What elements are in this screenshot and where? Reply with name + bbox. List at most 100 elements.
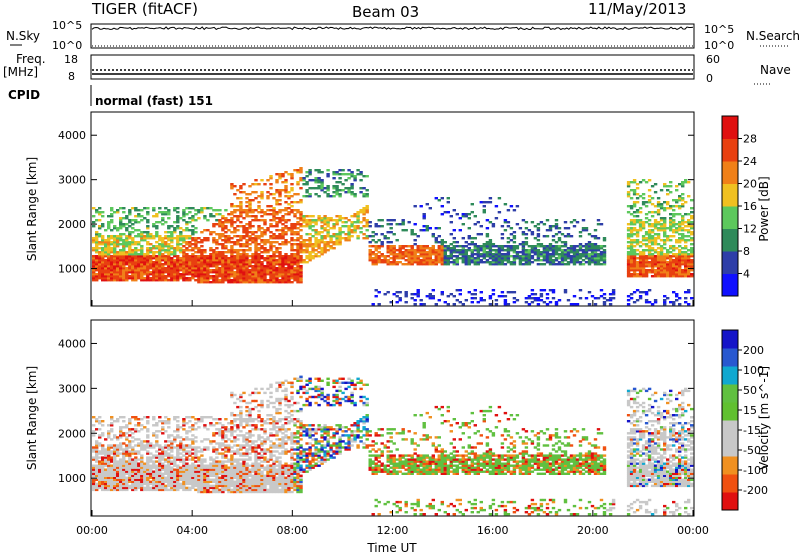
power-cell [260, 271, 264, 274]
velocity-cell [194, 480, 198, 483]
velocity-cell [122, 434, 126, 437]
power-cell [678, 221, 682, 224]
power-cell [503, 303, 508, 306]
velocity-cell [98, 480, 102, 483]
power-cell [690, 243, 694, 246]
velocity-cell [191, 442, 195, 445]
power-cell [392, 257, 396, 260]
velocity-cell [131, 484, 135, 488]
power-cell [98, 267, 102, 270]
power-cell [687, 255, 691, 258]
power-cell [527, 263, 532, 266]
power-cell [125, 273, 129, 276]
power-cell [281, 231, 285, 234]
power-cell [392, 245, 396, 248]
power-cell [653, 269, 658, 272]
power-cell [518, 243, 523, 246]
power-cell [125, 223, 129, 226]
power-cell [341, 221, 345, 224]
power-cell [512, 297, 517, 300]
power-cell [647, 245, 652, 248]
velocity-cell [128, 464, 132, 467]
power-cell [242, 245, 246, 248]
velocity-cell [167, 460, 171, 463]
velocity-cell [116, 482, 120, 486]
power-cell [678, 227, 682, 230]
power-cell [675, 239, 679, 242]
power-cell [215, 241, 219, 244]
power-cell [284, 185, 288, 188]
power-cell [575, 259, 580, 262]
power-cell [209, 271, 213, 274]
power-cell [467, 227, 471, 230]
power-cell [203, 269, 207, 272]
velocity-cell [194, 484, 198, 488]
power-cell [227, 241, 231, 244]
power-cell [236, 189, 240, 192]
power-cell [515, 257, 520, 260]
power-cell [257, 195, 261, 198]
power-cell [161, 269, 165, 272]
power-cell [431, 245, 435, 248]
power-cell [470, 249, 474, 252]
velocity-cell [149, 466, 153, 469]
power-cell [548, 289, 553, 292]
power-cell [629, 231, 634, 234]
power-cell [155, 251, 159, 254]
power-cell [560, 253, 565, 256]
power-cell [128, 235, 132, 238]
velocity-cell [122, 448, 126, 451]
velocity-cell [179, 436, 183, 439]
power-cell [98, 269, 102, 272]
power-cell [116, 245, 120, 248]
velocity-cell [173, 474, 177, 477]
power-cell [182, 215, 186, 218]
velocity-cell [137, 418, 141, 421]
power-cell [158, 235, 162, 238]
power-cell [350, 183, 354, 186]
power-cell [125, 217, 129, 220]
velocity-cell [176, 466, 180, 469]
power-cell [251, 255, 255, 258]
power-cell [299, 255, 303, 258]
power-cell [182, 209, 186, 212]
velocity-cell [173, 472, 177, 475]
power-cell [275, 235, 279, 238]
power-cell [107, 267, 111, 270]
power-cell [473, 257, 477, 260]
power-cell [641, 235, 646, 238]
power-cell [512, 247, 517, 250]
power-cell [341, 225, 345, 228]
velocity-cell [152, 470, 156, 473]
power-cell [167, 261, 171, 264]
power-cell [599, 247, 604, 250]
power-cell [164, 257, 168, 260]
velocity-cell [176, 448, 180, 451]
velocity-cell [176, 450, 180, 453]
power-cell [347, 219, 351, 222]
power-cell [413, 223, 417, 226]
power-cell [182, 259, 186, 262]
power-cell [687, 239, 691, 242]
velocity-cell [119, 462, 123, 465]
power-cell [563, 257, 568, 260]
power-cell [629, 245, 634, 248]
power-cell [254, 257, 258, 260]
velocity-cell [107, 436, 111, 439]
power-cell [281, 189, 285, 192]
power-cell [557, 227, 562, 230]
power-cell [518, 261, 523, 264]
velocity-cell [179, 476, 183, 479]
velocity-cell [203, 470, 207, 473]
power-cell [266, 259, 270, 262]
power-cell [356, 227, 360, 230]
velocity-cell [146, 452, 150, 455]
power-cell [110, 277, 114, 280]
power-cell [245, 243, 249, 246]
power-cell [632, 301, 637, 304]
power-cell [302, 243, 306, 246]
power-cell [536, 259, 541, 262]
power-cell [260, 233, 264, 236]
power-cell [464, 215, 468, 218]
power-cell [482, 251, 486, 254]
